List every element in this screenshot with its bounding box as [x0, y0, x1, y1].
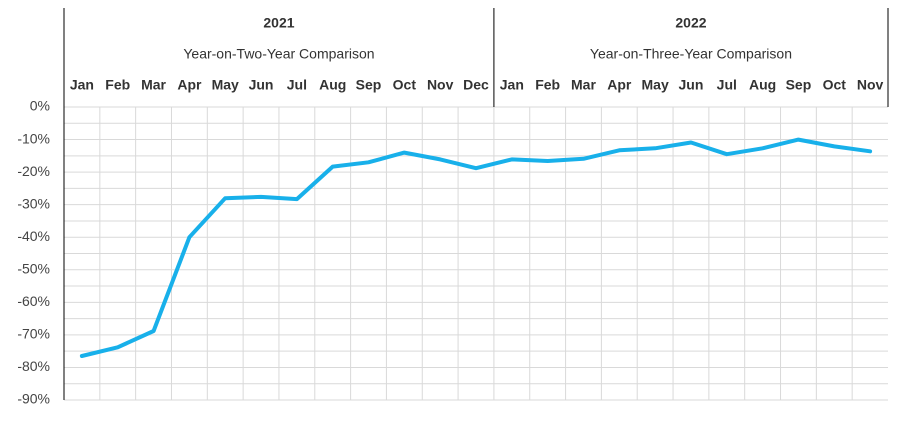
data-point: [618, 149, 620, 151]
month-label: Jun: [249, 77, 274, 93]
month-label: Apr: [177, 77, 202, 93]
data-point: [260, 196, 262, 198]
y-tick-label: -80%: [17, 358, 50, 374]
month-label: Jan: [70, 77, 94, 93]
data-point: [475, 167, 477, 169]
month-label: Mar: [571, 77, 596, 93]
month-label: Feb: [535, 77, 560, 93]
data-point: [762, 147, 764, 149]
month-label: Nov: [427, 77, 454, 93]
month-label: Jan: [500, 77, 524, 93]
y-tick-label: 0%: [30, 98, 50, 114]
data-point: [869, 150, 871, 152]
month-label: Oct: [393, 77, 417, 93]
data-point: [726, 153, 728, 155]
data-point: [511, 158, 513, 160]
y-tick-label: -90%: [17, 391, 50, 407]
month-label: Dec: [463, 77, 489, 93]
chart-series: [79, 137, 873, 358]
header-year: 2021: [263, 15, 294, 31]
data-point: [547, 160, 549, 162]
data-point: [654, 147, 656, 149]
data-point: [117, 346, 119, 348]
data-point: [582, 158, 584, 160]
month-label: Jul: [287, 77, 307, 93]
header-subtitle: Year-on-Three-Year Comparison: [590, 46, 792, 62]
month-label: Aug: [749, 77, 776, 93]
data-point: [368, 161, 370, 163]
data-point: [153, 330, 155, 332]
month-label: Nov: [857, 77, 884, 93]
data-point: [296, 198, 298, 200]
month-label: Feb: [105, 77, 130, 93]
month-label: Sep: [356, 77, 382, 93]
y-tick-label: -10%: [17, 130, 50, 146]
data-point: [81, 355, 83, 357]
month-label: Sep: [786, 77, 812, 93]
y-tick-label: -20%: [17, 163, 50, 179]
data-point: [224, 197, 226, 199]
y-tick-label: -40%: [17, 228, 50, 244]
month-label: Oct: [823, 77, 847, 93]
month-label: May: [212, 77, 239, 93]
month-label: May: [642, 77, 669, 93]
chart-axes: 0% -10% -20% -30% -40% -50% -60% -70% -80% -90%: [17, 8, 65, 407]
chart-header: 2021 Year-on-Two-Year Comparison Jan Feb Mar…: [63, 8, 889, 107]
chart-grid: [64, 106, 888, 401]
month-label: Apr: [607, 77, 632, 93]
data-point: [439, 158, 441, 160]
y-tick-label: -60%: [17, 293, 50, 309]
y-tick-label: -50%: [17, 260, 50, 276]
month-label: Jul: [717, 77, 737, 93]
header-year: 2022: [675, 15, 706, 31]
header-subtitle: Year-on-Two-Year Comparison: [183, 46, 374, 62]
data-point: [690, 141, 692, 143]
data-point: [188, 236, 190, 238]
data-point: [797, 139, 799, 141]
data-point: [332, 166, 334, 168]
month-label: Mar: [141, 77, 166, 93]
data-point: [403, 152, 405, 154]
data-point: [833, 145, 835, 147]
y-tick-label: -70%: [17, 326, 50, 342]
y-tick-label: -30%: [17, 195, 50, 211]
month-label: Jun: [679, 77, 704, 93]
month-label: Aug: [319, 77, 346, 93]
